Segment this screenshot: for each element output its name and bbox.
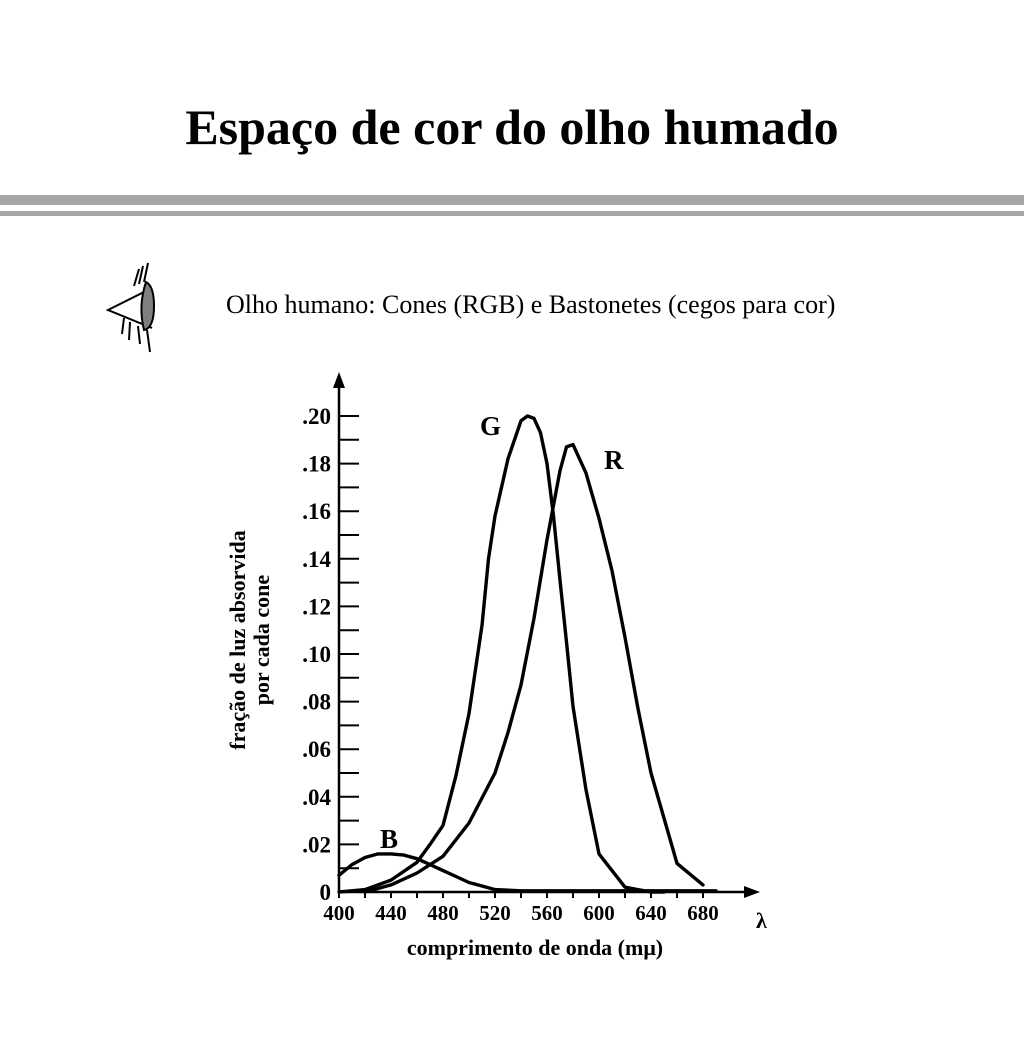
y-tick-label: .06 bbox=[302, 737, 331, 762]
eye-icon bbox=[105, 262, 156, 353]
chart-curves bbox=[337, 414, 718, 894]
slide-subtitle: Olho humano: Cones (RGB) e Bastonetes (c… bbox=[226, 290, 836, 319]
x-tick-label: 680 bbox=[687, 901, 719, 925]
y-tick-label: .18 bbox=[302, 452, 331, 477]
series-curve-g bbox=[337, 414, 666, 894]
y-tick-label: .16 bbox=[302, 499, 331, 524]
slide-title: Espaço de cor do olho humado bbox=[185, 99, 839, 155]
title-divider-thick bbox=[0, 195, 1024, 205]
y-axis-label: fração de luz absorvidapor cada cone bbox=[225, 530, 274, 749]
chart-ticks: 0 .02 .04 .06 .08 .10 .12 .14 .16 .18 .20 400 440 480… bbox=[302, 404, 719, 925]
x-axis-label: comprimento de onda (mμ) bbox=[407, 935, 663, 960]
y-tick-label: .20 bbox=[302, 404, 331, 429]
x-tick-label: 640 bbox=[635, 901, 667, 925]
y-tick-label: 0 bbox=[320, 880, 332, 905]
x-tick-label: 440 bbox=[375, 901, 407, 925]
title-divider-thin bbox=[0, 211, 1024, 216]
y-tick-label: .02 bbox=[302, 832, 331, 857]
series-label-r: R bbox=[604, 445, 624, 475]
series-label-b: B bbox=[380, 824, 398, 854]
x-tick-label: 400 bbox=[323, 901, 355, 925]
x-tick-label: 560 bbox=[531, 901, 563, 925]
chart-axes bbox=[333, 372, 760, 898]
x-tick-label: 520 bbox=[479, 901, 511, 925]
x-axis-arrow bbox=[744, 886, 760, 898]
y-tick-label: .08 bbox=[302, 690, 331, 715]
series-curve-b bbox=[337, 852, 718, 893]
y-tick-label: .04 bbox=[302, 785, 331, 810]
y-tick-label: .12 bbox=[302, 594, 331, 619]
series-curve-r bbox=[363, 442, 705, 894]
y-tick-label: .10 bbox=[302, 642, 331, 667]
y-axis-label-line: por cada cone bbox=[249, 575, 274, 706]
x-tick-label: 600 bbox=[583, 901, 615, 925]
y-tick-label: .14 bbox=[302, 547, 331, 572]
x-axis-symbol: λ bbox=[756, 908, 767, 933]
x-tick-label: 480 bbox=[427, 901, 459, 925]
y-axis-label-line: fração de luz absorvida bbox=[225, 530, 250, 749]
y-axis-arrow bbox=[333, 372, 345, 388]
series-label-g: G bbox=[480, 411, 501, 441]
